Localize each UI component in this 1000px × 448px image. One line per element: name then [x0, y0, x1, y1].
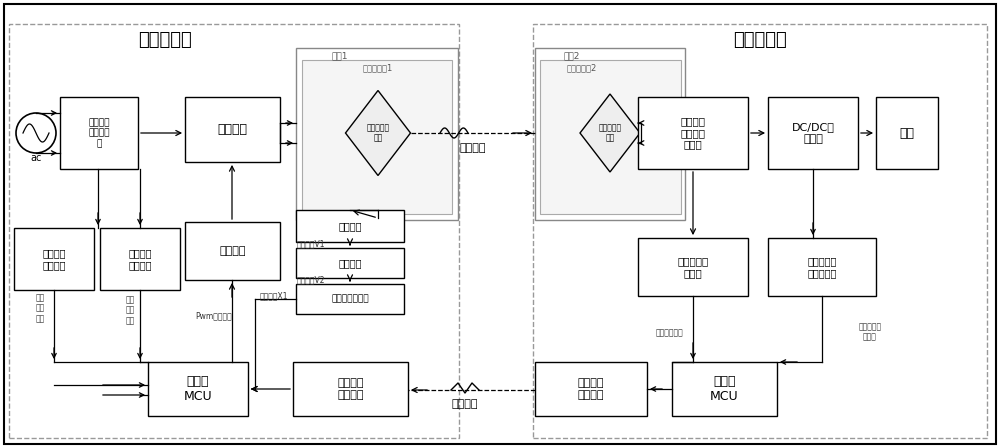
- Text: 发射端整
流滤波电
路: 发射端整 流滤波电 路: [88, 118, 110, 148]
- FancyBboxPatch shape: [638, 238, 748, 296]
- Text: 逆变电路: 逆变电路: [218, 123, 248, 136]
- FancyBboxPatch shape: [540, 60, 681, 214]
- Text: 无线发射端
线圈: 无线发射端 线圈: [366, 123, 390, 143]
- Text: 电容数字转换器: 电容数字转换器: [331, 294, 369, 303]
- Text: 负载: 负载: [900, 126, 914, 139]
- Text: ac: ac: [30, 153, 42, 163]
- Text: 驱动电路: 驱动电路: [219, 246, 246, 256]
- Text: 输出电压电
流信号: 输出电压电 流信号: [858, 322, 882, 342]
- Text: Pwm驱动信号: Pwm驱动信号: [195, 311, 232, 320]
- FancyBboxPatch shape: [768, 238, 876, 296]
- Text: 无线通信
接收模块: 无线通信 接收模块: [337, 378, 364, 400]
- Text: 接收端高
频整流滤
波电路: 接收端高 频整流滤 波电路: [680, 116, 706, 150]
- FancyBboxPatch shape: [185, 97, 280, 162]
- FancyBboxPatch shape: [9, 24, 459, 438]
- FancyBboxPatch shape: [293, 362, 408, 416]
- FancyBboxPatch shape: [148, 362, 248, 416]
- FancyBboxPatch shape: [535, 48, 685, 220]
- Text: 输入电流
采样电路: 输入电流 采样电路: [42, 248, 66, 270]
- FancyBboxPatch shape: [4, 4, 996, 444]
- Text: 铝杨1: 铝杨1: [332, 52, 348, 60]
- Text: 功率传输: 功率传输: [460, 143, 486, 153]
- Text: 输出电流电
压采样电路: 输出电流电 压采样电路: [807, 256, 837, 278]
- Text: 磁屏蔽材杉1: 磁屏蔽材杉1: [363, 64, 393, 73]
- Text: 无线发射端: 无线发射端: [138, 31, 192, 49]
- Text: 发射端
MCU: 发射端 MCU: [184, 375, 212, 403]
- FancyBboxPatch shape: [296, 48, 458, 220]
- Text: 整流电压信号: 整流电压信号: [656, 328, 684, 337]
- FancyBboxPatch shape: [296, 210, 404, 242]
- FancyBboxPatch shape: [14, 228, 94, 290]
- FancyBboxPatch shape: [638, 97, 748, 169]
- Text: 滤波电路: 滤波电路: [338, 258, 362, 268]
- Text: 无线通信
发射模块: 无线通信 发射模块: [578, 378, 604, 400]
- Text: 整流电压采
样电路: 整流电压采 样电路: [677, 256, 709, 278]
- Text: 无线接收端: 无线接收端: [733, 31, 787, 49]
- Text: 无线接收端
线圈: 无线接收端 线圈: [598, 123, 622, 143]
- Text: 振荡电路: 振荡电路: [338, 221, 362, 231]
- Text: 电压信号V2: 电压信号V2: [297, 276, 326, 284]
- Text: 接收端
MCU: 接收端 MCU: [710, 375, 739, 403]
- FancyBboxPatch shape: [296, 284, 404, 314]
- FancyBboxPatch shape: [533, 24, 987, 438]
- Text: DC/DC稳
压电路: DC/DC稳 压电路: [792, 122, 834, 144]
- FancyBboxPatch shape: [185, 222, 280, 280]
- Text: 磁屏蔽材杉2: 磁屏蔽材杉2: [567, 64, 597, 73]
- FancyBboxPatch shape: [768, 97, 858, 169]
- Text: 输入
电压
信号: 输入 电压 信号: [125, 295, 135, 325]
- FancyBboxPatch shape: [60, 97, 138, 169]
- FancyBboxPatch shape: [302, 60, 452, 214]
- Text: 数字信号X1: 数字信号X1: [260, 292, 288, 301]
- Text: 铝杨2: 铝杨2: [564, 52, 580, 60]
- Text: 输入电压
采样电路: 输入电压 采样电路: [128, 248, 152, 270]
- Text: 信号传输: 信号传输: [452, 399, 478, 409]
- Text: 电压信号V1: 电压信号V1: [297, 240, 326, 249]
- FancyBboxPatch shape: [876, 97, 938, 169]
- FancyBboxPatch shape: [535, 362, 647, 416]
- Polygon shape: [346, 90, 411, 176]
- FancyBboxPatch shape: [100, 228, 180, 290]
- Text: 输入
电流
信号: 输入 电流 信号: [35, 293, 45, 323]
- FancyBboxPatch shape: [296, 248, 404, 278]
- Polygon shape: [580, 94, 640, 172]
- FancyBboxPatch shape: [672, 362, 777, 416]
